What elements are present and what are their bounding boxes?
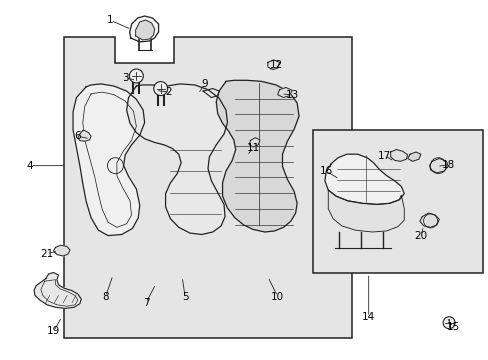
Text: 7: 7 [142, 298, 149, 308]
Polygon shape [216, 80, 299, 232]
Text: 13: 13 [285, 90, 298, 100]
Polygon shape [267, 60, 279, 69]
Text: 15: 15 [446, 322, 459, 332]
Text: 19: 19 [47, 326, 60, 336]
Text: 4: 4 [27, 161, 33, 171]
Circle shape [129, 69, 143, 83]
Polygon shape [73, 84, 144, 235]
Polygon shape [327, 190, 404, 232]
Text: 2: 2 [165, 87, 172, 97]
Text: 21: 21 [41, 248, 54, 258]
Text: 8: 8 [102, 292, 109, 302]
Text: 11: 11 [246, 143, 259, 153]
Polygon shape [407, 152, 420, 161]
Polygon shape [390, 149, 407, 161]
Text: 20: 20 [413, 231, 427, 240]
Text: 12: 12 [269, 60, 282, 70]
Polygon shape [64, 37, 351, 338]
Polygon shape [419, 213, 438, 227]
Text: 6: 6 [75, 131, 81, 141]
Circle shape [442, 317, 454, 329]
Text: 10: 10 [270, 292, 284, 302]
Text: 1: 1 [107, 15, 114, 26]
Polygon shape [324, 154, 404, 204]
Polygon shape [249, 138, 260, 147]
Bar [312, 130, 482, 273]
Polygon shape [126, 84, 227, 234]
Text: 9: 9 [201, 79, 207, 89]
Polygon shape [135, 20, 154, 40]
Polygon shape [78, 131, 91, 141]
Polygon shape [54, 245, 70, 256]
Text: 17: 17 [377, 150, 390, 161]
Text: 5: 5 [182, 292, 188, 302]
Circle shape [153, 82, 167, 95]
Text: 3: 3 [122, 73, 128, 83]
Polygon shape [34, 273, 81, 309]
Text: 14: 14 [361, 312, 375, 322]
Text: 16: 16 [319, 166, 332, 176]
Polygon shape [429, 158, 447, 173]
Text: 18: 18 [441, 160, 454, 170]
Polygon shape [129, 16, 158, 42]
Polygon shape [277, 87, 292, 98]
